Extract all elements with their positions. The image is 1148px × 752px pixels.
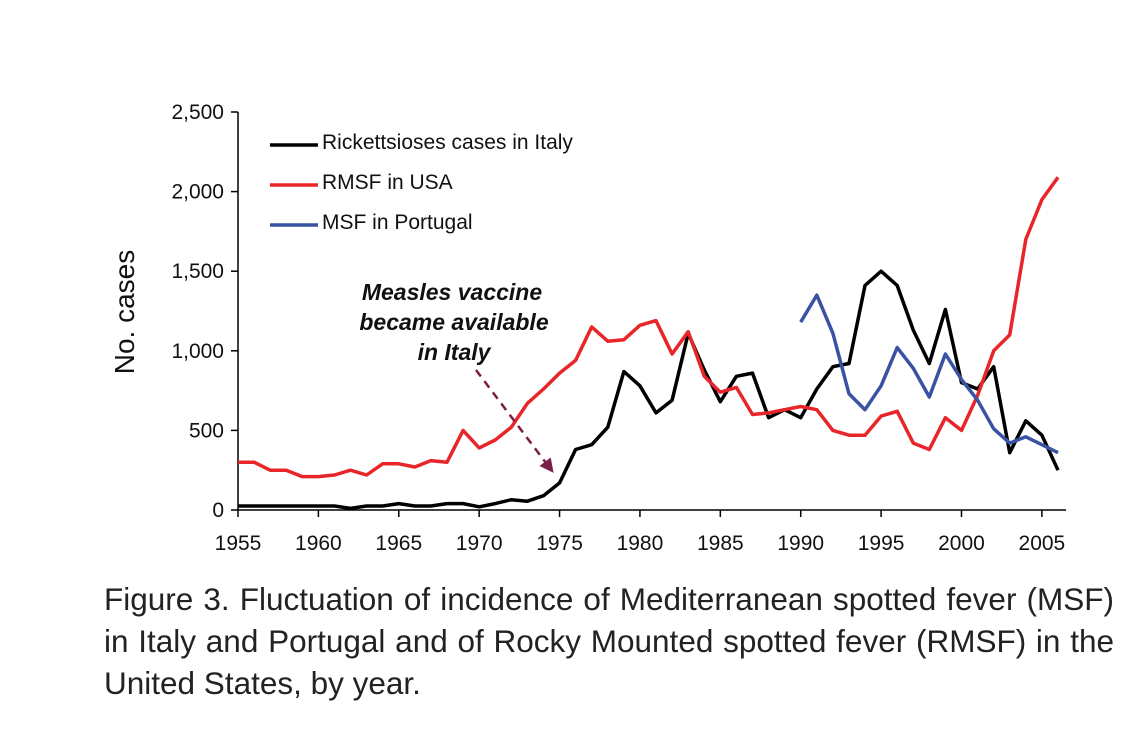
- x-tick-group: 1955 1960 1965 1970 1975 1980 1985 1990 1995 2000…: [215, 510, 1066, 555]
- annotation-arrow-head: [539, 457, 554, 473]
- y-axis: 0 500 1,000 1,500 2,000 2,500: [171, 101, 239, 522]
- x-tick-label: 1990: [777, 532, 824, 555]
- legend-label-usa: RMSF in USA: [322, 171, 453, 194]
- x-tick-label: 1975: [536, 532, 583, 555]
- x-tick-label: 1970: [456, 532, 503, 555]
- series-group: [238, 176, 1060, 511]
- y-tick-label: 2,500: [171, 101, 224, 124]
- figure-caption: Figure 3. Fluctuation of incidence of Me…: [104, 581, 1114, 701]
- x-tick-label: 2005: [1019, 532, 1066, 555]
- series-line-usa: [238, 176, 1060, 479]
- annotation-line-2: became available: [359, 309, 548, 335]
- x-tick-label: 1985: [697, 532, 744, 555]
- y-tick-label: 500: [189, 419, 224, 442]
- annotation-line-1: Measles vaccine: [362, 279, 543, 305]
- y-tick-label: 2,000: [171, 181, 224, 204]
- x-tick-label: 1960: [295, 532, 342, 555]
- annotation-arrow: [475, 369, 548, 465]
- series-line-italy: [238, 269, 1060, 511]
- series-line-portugal: [799, 293, 1059, 455]
- annotation-line-3: in Italy: [418, 339, 492, 365]
- annotation: Measles vaccine became available in Ital…: [359, 279, 554, 473]
- x-tick-label: 1980: [617, 532, 664, 555]
- x-tick-label: 2000: [938, 532, 985, 555]
- y-axis-label: No. cases: [109, 250, 140, 375]
- y-tick-label: 1,000: [171, 340, 224, 363]
- x-axis: 1955 1960 1965 1970 1975 1980 1985 1990 1995 2000…: [215, 509, 1066, 555]
- x-tick-label: 1965: [375, 532, 422, 555]
- x-tick-label: 1995: [858, 532, 905, 555]
- y-tick-group: 0 500 1,000 1,500 2,000 2,500: [171, 101, 238, 522]
- legend: Rickettsioses cases in Italy RMSF in USA…: [270, 131, 573, 234]
- chart: 0 500 1,000 1,500 2,000 2,500 1955 1960 1965 197…: [109, 101, 1066, 555]
- legend-label-portugal: MSF in Portugal: [322, 211, 473, 234]
- x-tick-label: 1955: [215, 532, 262, 555]
- y-tick-label: 0: [212, 499, 224, 522]
- y-tick-label: 1,500: [171, 260, 224, 283]
- legend-label-italy: Rickettsioses cases in Italy: [322, 131, 573, 154]
